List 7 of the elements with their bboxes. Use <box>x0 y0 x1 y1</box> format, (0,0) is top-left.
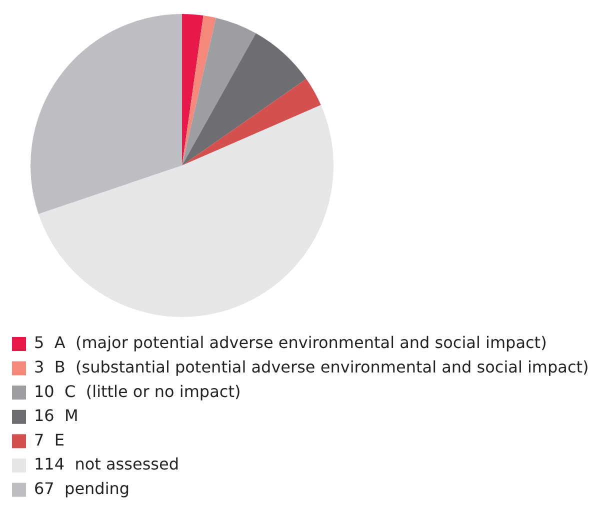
legend-label: 67 pending <box>34 478 130 498</box>
legend-label: 7 E <box>34 430 64 450</box>
legend-label: 3 B (substantial potential adverse environmental and social impact) <box>34 357 589 376</box>
legend-label: 114 not assessed <box>34 454 179 474</box>
legend-label: 16 M <box>34 406 78 426</box>
legend-label: 5 A (major potential adverse environmental and social impact) <box>34 333 547 352</box>
legend-label: 10 C (little or no impact) <box>34 382 241 401</box>
